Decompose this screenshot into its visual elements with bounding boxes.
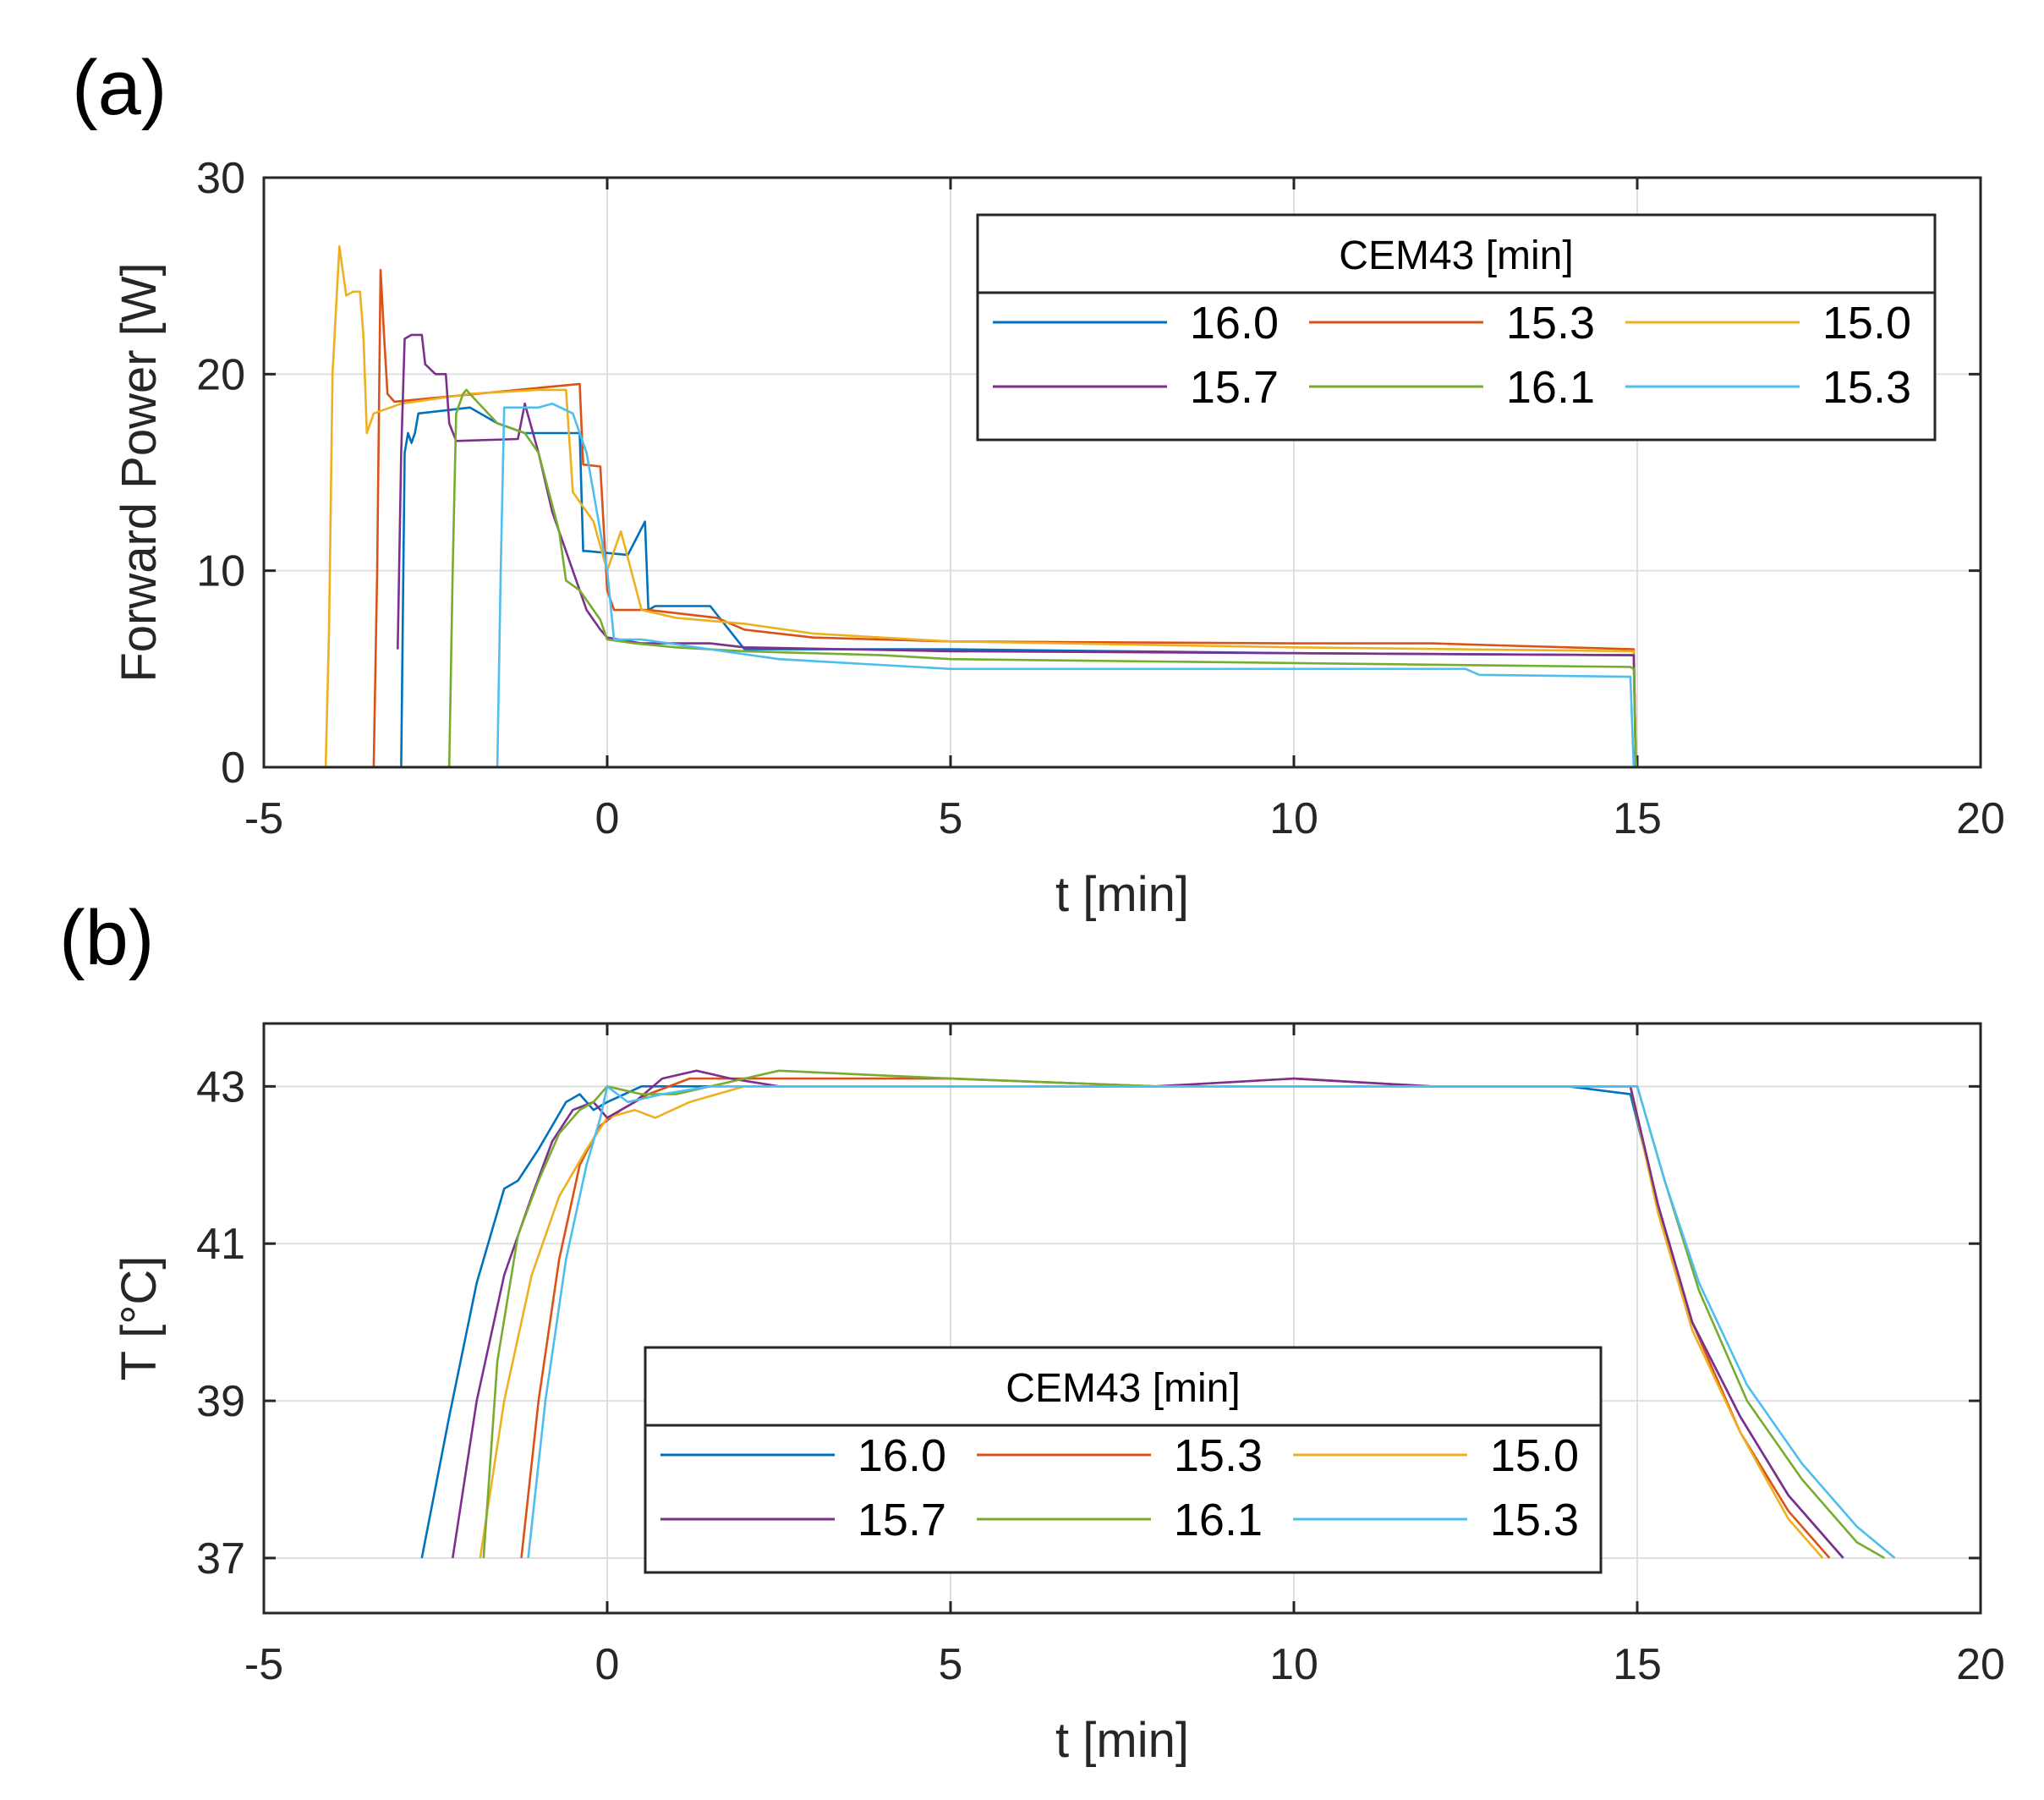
legend: CEM43 [min] 16.0 15.3 15.0 15.7 16.1 15.3 bbox=[644, 1346, 1603, 1574]
plot-area bbox=[420, 1069, 1896, 1560]
y-tick-label: 43 bbox=[196, 1062, 245, 1111]
series-line-4 bbox=[482, 1069, 1885, 1560]
chart-panel-1: (b) -5 0 5 10 15 20 37 39 41 43 t [min] T [°C] CEM43 … bbox=[59, 895, 2005, 1768]
legend-entry-label: 15.7 bbox=[858, 1495, 946, 1545]
x-axis-title: t [min] bbox=[1055, 1713, 1189, 1768]
series-line-3 bbox=[452, 1069, 1844, 1559]
y-tick-label: 10 bbox=[196, 547, 245, 596]
legend-entry-label: 16.1 bbox=[1506, 362, 1595, 413]
legend-title: CEM43 [min] bbox=[1339, 233, 1573, 278]
x-tick-label: 10 bbox=[1269, 1640, 1318, 1689]
y-tick-label: 41 bbox=[196, 1220, 245, 1269]
x-tick-label: 15 bbox=[1613, 794, 1662, 843]
legend-entry-label: 15.3 bbox=[1490, 1495, 1579, 1545]
x-tick-label: -5 bbox=[244, 1640, 283, 1689]
legend-entry-label: 15.0 bbox=[1822, 298, 1911, 348]
x-tick-label: -5 bbox=[244, 794, 283, 843]
legend: CEM43 [min] 16.0 15.3 15.0 15.7 16.1 15.3 bbox=[976, 213, 1937, 442]
legend-entry-label: 15.0 bbox=[1490, 1430, 1579, 1481]
axes-frame bbox=[262, 1022, 1982, 1615]
y-tick-label: 0 bbox=[221, 744, 245, 793]
legend-entry-label: 15.3 bbox=[1822, 362, 1911, 413]
x-tick-label: 20 bbox=[1956, 794, 2005, 843]
x-tick-label: 10 bbox=[1269, 794, 1318, 843]
x-tick-label: 15 bbox=[1613, 1640, 1662, 1689]
y-axis-title: Forward Power [W] bbox=[112, 262, 167, 682]
y-tick-label: 37 bbox=[196, 1534, 245, 1583]
series-line-1 bbox=[372, 268, 1637, 767]
plot-area bbox=[315, 244, 1637, 767]
legend-entry-label: 16.0 bbox=[1190, 298, 1279, 348]
legend-entry-label: 16.0 bbox=[858, 1430, 946, 1481]
y-axis-title: T [°C] bbox=[112, 1256, 167, 1381]
series-line-5 bbox=[527, 1085, 1896, 1559]
series-line-5 bbox=[496, 402, 1636, 767]
panel-label: (a) bbox=[72, 45, 167, 131]
legend-entry-label: 15.3 bbox=[1174, 1430, 1263, 1481]
series-line-2 bbox=[315, 244, 1637, 767]
x-tick-label: 5 bbox=[939, 1640, 963, 1689]
y-tick-label: 30 bbox=[196, 154, 245, 203]
legend-title: CEM43 [min] bbox=[1006, 1366, 1240, 1411]
x-tick-label: 5 bbox=[939, 794, 963, 843]
legend-entry-label: 15.3 bbox=[1506, 298, 1595, 348]
legend-box bbox=[644, 1346, 1603, 1574]
x-tick-label: 0 bbox=[595, 1640, 620, 1689]
x-tick-label: 0 bbox=[595, 794, 620, 843]
series-line-0 bbox=[400, 406, 1637, 767]
panel-label: (b) bbox=[59, 895, 154, 981]
legend-entry-label: 16.1 bbox=[1174, 1495, 1263, 1545]
y-tick-label: 39 bbox=[196, 1377, 245, 1426]
legend-entry-label: 15.7 bbox=[1190, 362, 1279, 413]
series-line-4 bbox=[447, 388, 1637, 767]
legend-box bbox=[976, 213, 1937, 442]
y-tick-label: 20 bbox=[196, 350, 245, 399]
x-tick-label: 20 bbox=[1956, 1640, 2005, 1689]
axes-frame bbox=[262, 176, 1982, 769]
x-axis-title: t [min] bbox=[1055, 867, 1189, 922]
